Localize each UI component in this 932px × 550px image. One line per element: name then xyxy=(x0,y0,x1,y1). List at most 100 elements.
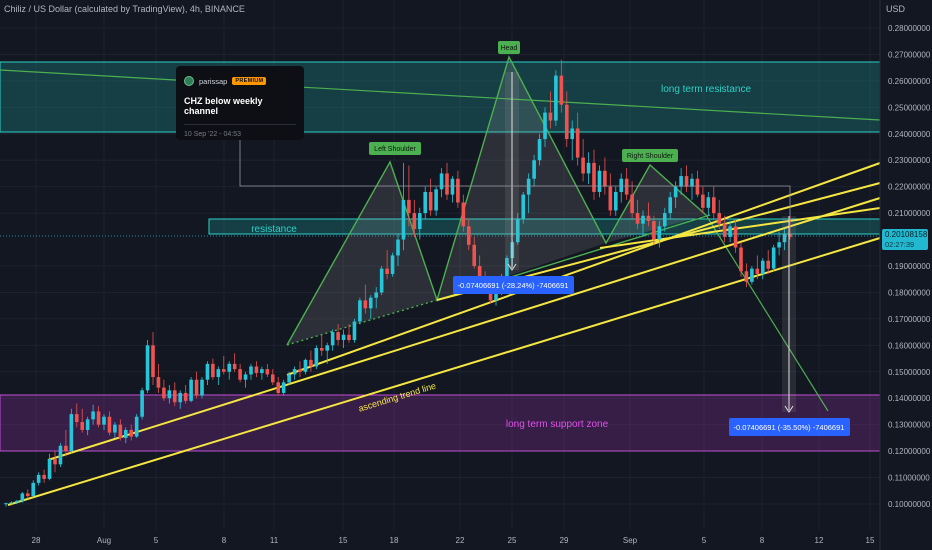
candle-body xyxy=(80,422,85,430)
candle-body xyxy=(379,268,384,293)
candle-body xyxy=(532,160,536,179)
candle-body xyxy=(417,213,422,229)
author-name[interactable]: parissap xyxy=(199,76,228,86)
resistance-label: resistance xyxy=(251,224,297,235)
candle-body xyxy=(129,429,134,437)
y-tick-label: 0.18000000 xyxy=(888,288,931,297)
currency-label: USD xyxy=(886,4,906,14)
bar-countdown: 02:27:39 xyxy=(885,240,915,249)
y-tick-label: 0.22000000 xyxy=(888,183,931,192)
candle-body xyxy=(91,411,95,420)
candle-body xyxy=(548,112,553,121)
candle-body xyxy=(407,199,411,214)
candle-body xyxy=(722,223,727,237)
candle-body xyxy=(276,382,281,393)
y-tick-label: 0.12000000 xyxy=(888,447,931,456)
candle-body xyxy=(309,359,313,367)
measure-label-2: -0.07406691 (-35.50%) -7406691 xyxy=(729,418,850,436)
candle-body xyxy=(58,445,63,465)
candle-body xyxy=(145,345,150,391)
card-divider xyxy=(184,124,296,125)
y-tick-label: 0.28000000 xyxy=(888,24,931,33)
x-tick-label: 22 xyxy=(456,536,465,545)
author-row: parissap PREMIUM xyxy=(184,74,296,88)
y-tick-label: 0.19000000 xyxy=(888,262,931,271)
candle-body xyxy=(575,128,580,158)
candle-body xyxy=(690,178,694,187)
measure-tool-2 xyxy=(782,216,796,413)
long-term-resistance-zone xyxy=(0,61,881,133)
candle-body xyxy=(156,377,161,388)
candle-body xyxy=(750,268,754,282)
candle-body xyxy=(227,363,232,372)
candle-body xyxy=(107,416,112,433)
candle-body xyxy=(42,474,46,479)
y-tick-label: 0.10000000 xyxy=(888,500,931,509)
candle-body xyxy=(9,502,14,504)
idea-card[interactable]: parissap PREMIUM CHZ below weekly channe… xyxy=(176,66,304,140)
idea-timestamp: 10 Sep '22 - 04:53 xyxy=(184,131,241,138)
x-tick-label: 12 xyxy=(815,536,824,545)
candle-body xyxy=(434,189,438,211)
weekly-channel-line xyxy=(0,69,881,121)
neckline-dotted xyxy=(286,299,438,346)
candle-body xyxy=(243,374,248,380)
time-axis[interactable]: 28 Aug 5 8 11 15 18 22 25 29 Sep 5 8 12 15 xyxy=(32,536,875,545)
candle-body xyxy=(134,416,139,437)
candle-body xyxy=(118,424,123,438)
candle-body xyxy=(662,213,667,227)
trend-line-5 xyxy=(599,207,881,249)
x-tick-label: 28 xyxy=(32,536,41,545)
candle-body xyxy=(53,459,57,465)
candle-body xyxy=(374,292,379,298)
head-label: Head xyxy=(498,41,520,54)
candle-body xyxy=(739,247,743,272)
candle-body xyxy=(505,258,509,277)
candle-body xyxy=(270,374,275,383)
candle-body xyxy=(396,239,400,256)
x-tick-label: 5 xyxy=(702,536,707,545)
last-price-value: 0.20108158 xyxy=(885,230,928,239)
candle-body xyxy=(728,226,732,237)
candle-body xyxy=(298,369,302,372)
candle-body xyxy=(733,226,738,248)
candle-body xyxy=(183,392,188,401)
x-tick-label: 15 xyxy=(866,536,875,545)
candle-body xyxy=(221,369,226,372)
right-shoulder-label-text: Right Shoulder xyxy=(627,153,674,160)
candle-body xyxy=(679,176,683,187)
idea-title[interactable]: CHZ below weekly channel xyxy=(184,96,263,116)
candle-body xyxy=(287,374,291,383)
candle-body xyxy=(347,334,351,341)
candle-body xyxy=(641,215,645,224)
candle-body xyxy=(140,390,144,417)
candle-body xyxy=(619,178,624,192)
right-shoulder-shade xyxy=(606,165,706,243)
candle-body xyxy=(717,213,722,224)
candle-body xyxy=(744,271,749,282)
candle-body xyxy=(597,170,602,192)
candle-body xyxy=(423,191,428,214)
ascending-trend-line xyxy=(7,237,881,506)
candle-body xyxy=(31,482,36,497)
candle-body xyxy=(260,369,264,374)
candle-body xyxy=(232,363,237,370)
candle-body xyxy=(445,173,449,195)
candle-body xyxy=(102,416,106,425)
y-tick-label: 0.15000000 xyxy=(888,368,931,377)
candle-body xyxy=(178,392,183,403)
candle-body xyxy=(466,226,471,245)
candle-body xyxy=(701,194,705,208)
candle-body xyxy=(25,493,30,497)
x-tick-label: Aug xyxy=(97,536,111,545)
candle-body xyxy=(113,424,117,433)
avatar[interactable] xyxy=(184,76,194,86)
candle-body xyxy=(684,176,689,187)
candle-body xyxy=(319,347,324,351)
candle-body xyxy=(755,268,760,274)
price-axis[interactable]: 0.28000000 0.27000000 0.26000000 0.25000000… xyxy=(888,24,931,509)
candle-body xyxy=(358,300,362,322)
candle-body xyxy=(461,202,466,227)
